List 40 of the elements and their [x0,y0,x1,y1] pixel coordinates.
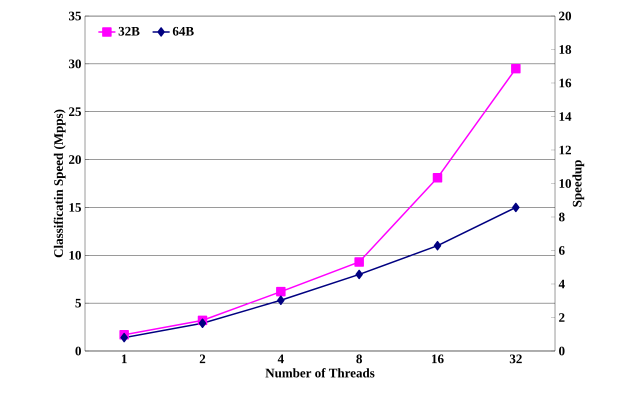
point [511,64,521,74]
y-tick-label: 20 [69,155,81,164]
x-tick-label: 8 [356,354,362,364]
point [198,318,206,328]
y2-tick-label: 0 [559,346,565,356]
x-tick-label: 32 [510,354,522,364]
point [434,240,442,250]
y2-axis-title: Speedup [572,160,584,207]
y2-tick-label: 8 [558,212,565,222]
x-tick-label: 1 [122,354,127,364]
point [354,257,364,267]
x-tick-label: 4 [278,354,284,364]
y2-tick-label: 20 [559,12,572,20]
y-axis-title: Classificatin Speed (Mpps) [54,110,66,258]
legend-label: 64B [172,26,194,36]
y2-tick-label: 18 [560,45,572,54]
y2-tick-label: 16 [560,78,572,88]
y2-tick-label: 6 [558,246,565,255]
y-tick-label: 35 [68,12,81,20]
point [355,270,363,280]
y-tick-label: 25 [69,107,81,116]
y-tick-label: 10 [70,250,81,260]
point [432,173,442,183]
y-tick-label: 30 [68,59,81,68]
point [276,286,286,296]
y2-tick-label: 10 [560,179,572,188]
y-tick-label: 5 [75,298,81,308]
x-axis-title: Number of Threads [265,368,374,378]
x-tick-label: 16 [432,354,444,364]
x-tick-label: 2 [200,354,206,364]
point [277,296,285,306]
y2-tick-label: 4 [558,280,565,288]
y-tick-label: 15 [70,203,81,212]
point [120,332,128,342]
y2-tick-label: 12 [560,146,571,154]
point [512,202,520,212]
y2-tick-label: 2 [559,313,564,322]
legend-label: 32B [118,26,140,36]
y-tick-label: 0 [75,346,81,356]
y2-tick-label: 14 [560,112,572,121]
